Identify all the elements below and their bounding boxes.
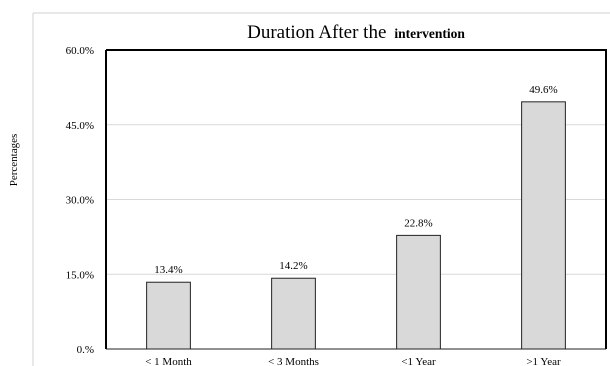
x-tick-label: <1 Year: [401, 356, 436, 366]
x-tick-label: >1 Year: [526, 356, 561, 366]
bar: [271, 277, 316, 350]
chart-title-tail: intervention: [394, 26, 465, 41]
y-tick-labels: 0.% 15.0% 30.0% 45.0% 60.0%: [66, 45, 94, 356]
plot-frame: [105, 49, 607, 349]
x-tick-label: < 3 Months: [268, 356, 319, 366]
data-label: 22.8%: [404, 217, 432, 229]
data-labels: 13.4% 14.2% 22.8% 49.6%: [154, 84, 557, 276]
data-label: 13.4%: [154, 264, 182, 276]
bar: [146, 281, 191, 350]
y-tick-label: 0.%: [77, 344, 94, 356]
y-tick-label: 45.0%: [66, 120, 94, 132]
bar: [521, 101, 566, 350]
data-label: 14.2%: [279, 260, 307, 272]
bar: [396, 234, 441, 350]
chart-title: Duration After the intervention: [247, 22, 465, 43]
data-label: 49.6%: [529, 84, 557, 96]
y-axis-label: Percentages: [8, 134, 20, 187]
bars: [146, 101, 566, 350]
y-tick-label: 30.0%: [66, 195, 94, 207]
x-tick-labels: < 1 Month < 3 Months <1 Year >1 Year: [145, 356, 561, 366]
chart-title-main: Duration After the: [247, 22, 386, 43]
y-tick-label: 15.0%: [66, 269, 94, 281]
x-tick-label: < 1 Month: [145, 356, 192, 366]
y-tick-label: 60.0%: [66, 45, 94, 57]
